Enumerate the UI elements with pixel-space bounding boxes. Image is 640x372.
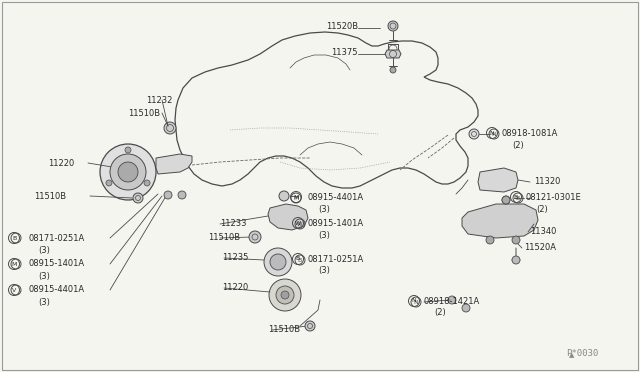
Circle shape bbox=[469, 129, 479, 139]
Text: M: M bbox=[293, 195, 299, 199]
Circle shape bbox=[270, 254, 286, 270]
Circle shape bbox=[462, 304, 470, 312]
Text: V: V bbox=[12, 288, 16, 292]
Text: 11375: 11375 bbox=[332, 48, 358, 57]
Text: W: W bbox=[297, 221, 303, 227]
Polygon shape bbox=[385, 50, 401, 58]
Polygon shape bbox=[156, 154, 192, 174]
Circle shape bbox=[502, 196, 510, 204]
Text: (2): (2) bbox=[434, 308, 445, 317]
Circle shape bbox=[249, 231, 261, 243]
Circle shape bbox=[390, 67, 396, 73]
Circle shape bbox=[118, 162, 138, 182]
Circle shape bbox=[144, 180, 150, 186]
Text: B: B bbox=[298, 257, 302, 263]
Text: (2): (2) bbox=[536, 205, 548, 214]
Text: B: B bbox=[516, 196, 520, 201]
Circle shape bbox=[279, 191, 289, 201]
Text: 08915-4401A: 08915-4401A bbox=[28, 285, 84, 295]
Text: (3): (3) bbox=[318, 205, 330, 214]
Text: N: N bbox=[492, 131, 497, 137]
Circle shape bbox=[178, 191, 186, 199]
Text: 08915-1401A: 08915-1401A bbox=[28, 260, 84, 269]
Text: M: M bbox=[293, 196, 299, 201]
Circle shape bbox=[125, 147, 131, 153]
Text: B: B bbox=[12, 235, 16, 241]
Text: (3): (3) bbox=[318, 266, 330, 276]
Circle shape bbox=[305, 321, 315, 331]
Polygon shape bbox=[478, 168, 518, 192]
Text: (3): (3) bbox=[38, 272, 50, 280]
Text: B: B bbox=[514, 195, 518, 199]
Circle shape bbox=[512, 256, 520, 264]
Text: (3): (3) bbox=[38, 298, 50, 307]
Text: (3): (3) bbox=[38, 246, 50, 254]
Text: 11220: 11220 bbox=[48, 158, 74, 167]
Circle shape bbox=[281, 291, 289, 299]
Text: 08171-0251A: 08171-0251A bbox=[308, 254, 364, 263]
Text: P*0030: P*0030 bbox=[566, 349, 598, 358]
Text: 11520B: 11520B bbox=[326, 22, 358, 31]
Text: 11510B: 11510B bbox=[34, 192, 66, 201]
Text: W: W bbox=[295, 221, 301, 225]
Text: 11520A: 11520A bbox=[524, 243, 556, 251]
Text: (3): (3) bbox=[318, 231, 330, 240]
Polygon shape bbox=[462, 204, 538, 238]
Circle shape bbox=[106, 180, 112, 186]
Text: 11510B: 11510B bbox=[208, 232, 240, 241]
Text: ▲: ▲ bbox=[568, 352, 574, 358]
Circle shape bbox=[276, 286, 294, 304]
Circle shape bbox=[486, 236, 494, 244]
Circle shape bbox=[264, 248, 292, 276]
Text: 08918-1421A: 08918-1421A bbox=[424, 296, 480, 305]
Circle shape bbox=[269, 279, 301, 311]
Text: 08121-0301E: 08121-0301E bbox=[526, 192, 582, 202]
Circle shape bbox=[133, 193, 143, 203]
Circle shape bbox=[164, 191, 172, 199]
Text: 08915-1401A: 08915-1401A bbox=[308, 218, 364, 228]
Polygon shape bbox=[175, 32, 478, 188]
Text: B: B bbox=[296, 257, 300, 262]
Text: 11220: 11220 bbox=[222, 282, 248, 292]
Circle shape bbox=[164, 122, 176, 134]
Text: 11233: 11233 bbox=[220, 218, 246, 228]
Text: N: N bbox=[413, 299, 419, 305]
Circle shape bbox=[502, 196, 510, 204]
Circle shape bbox=[388, 21, 398, 31]
Text: 11340: 11340 bbox=[530, 227, 556, 235]
Text: 08915-4401A: 08915-4401A bbox=[308, 192, 364, 202]
Circle shape bbox=[448, 296, 456, 304]
Text: 08918-1081A: 08918-1081A bbox=[502, 128, 558, 138]
Text: N: N bbox=[412, 298, 417, 304]
Text: (2): (2) bbox=[512, 141, 524, 150]
Text: 08171-0251A: 08171-0251A bbox=[28, 234, 84, 243]
Text: M: M bbox=[12, 262, 17, 266]
Circle shape bbox=[512, 236, 520, 244]
Text: 11510B: 11510B bbox=[268, 324, 300, 334]
Circle shape bbox=[110, 154, 146, 190]
Text: 11235: 11235 bbox=[222, 253, 248, 262]
Text: N: N bbox=[490, 131, 494, 135]
Polygon shape bbox=[268, 204, 308, 230]
Circle shape bbox=[100, 144, 156, 200]
Text: 11320: 11320 bbox=[534, 176, 561, 186]
Text: 11510B: 11510B bbox=[128, 109, 160, 118]
Text: 11232: 11232 bbox=[146, 96, 172, 105]
